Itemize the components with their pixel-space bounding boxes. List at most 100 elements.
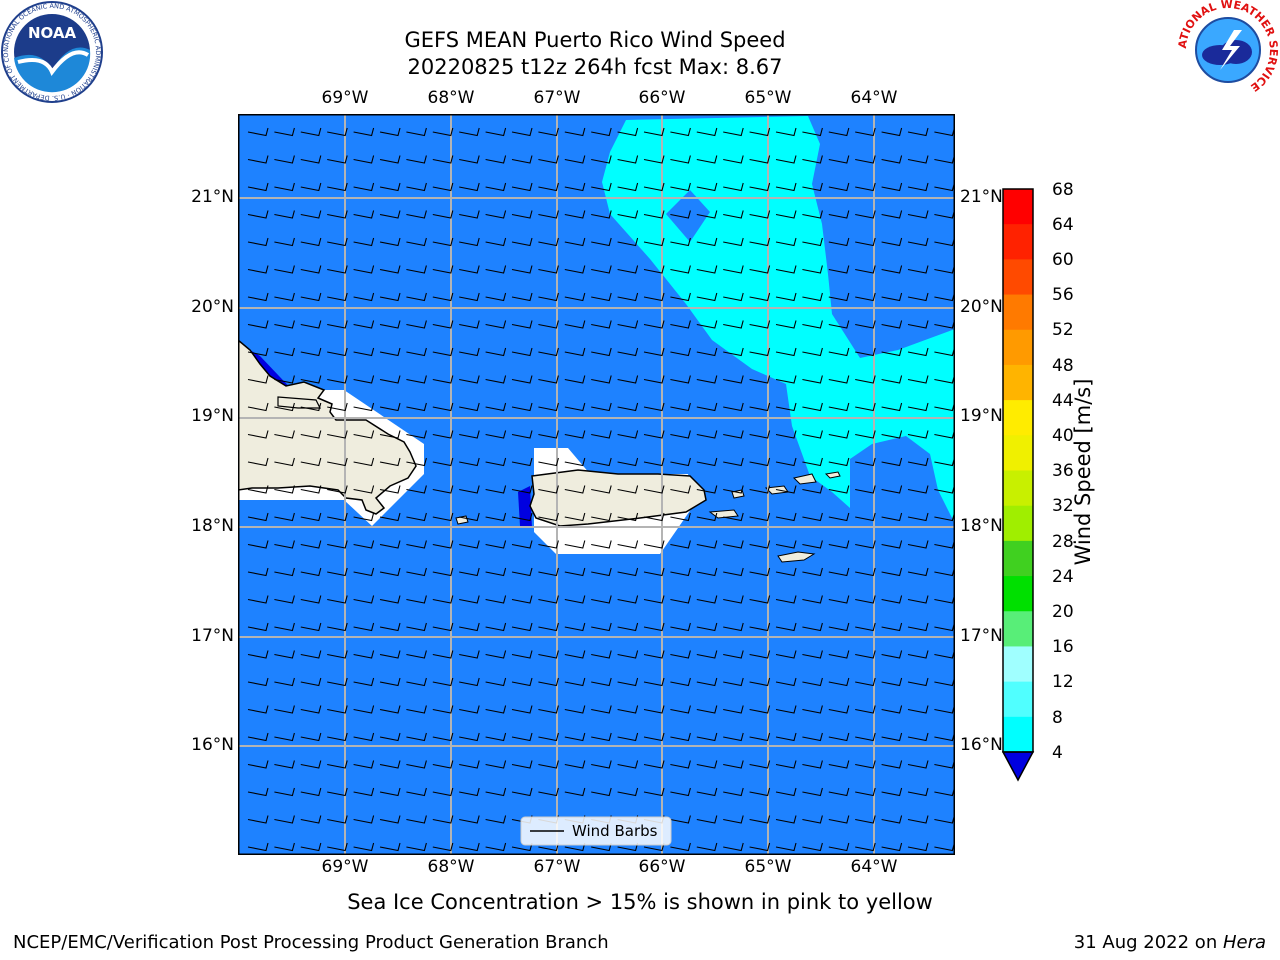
wind-barb <box>802 292 823 302</box>
wind-barb <box>855 485 876 494</box>
wind-barb <box>379 787 401 797</box>
map-frame <box>238 114 955 855</box>
wind-barb <box>564 787 586 797</box>
wind-barb <box>907 760 929 769</box>
wind-barb <box>274 292 295 302</box>
wind-barb <box>696 430 718 439</box>
wind-barb <box>274 815 295 824</box>
wind-barb <box>855 430 876 439</box>
wind-barb <box>670 237 691 247</box>
wind-barb <box>274 842 295 852</box>
wind-barb <box>432 292 454 302</box>
wind-barb <box>907 265 929 274</box>
wind-barb <box>696 485 718 494</box>
wind-barb <box>353 512 375 522</box>
wind-barb <box>379 210 401 219</box>
wind-barb <box>511 595 533 604</box>
wind-barb <box>459 402 480 412</box>
wind-barb <box>696 760 718 769</box>
colorbar-tick: 60 <box>1052 250 1074 270</box>
wind-barb <box>564 402 586 412</box>
wind-barb <box>353 457 375 467</box>
wind-barb <box>881 595 903 604</box>
wind-barb <box>353 127 375 137</box>
wind-barb <box>485 265 507 274</box>
wind-barb <box>696 787 718 797</box>
wind-barb <box>564 512 586 522</box>
lat-label: 21°N <box>191 187 234 207</box>
wind-barb <box>564 540 586 549</box>
wind-barb <box>379 677 401 687</box>
wind-barb <box>485 787 507 797</box>
wind-barb <box>855 237 876 247</box>
wind-barb <box>379 595 401 604</box>
wind-barb <box>881 292 903 302</box>
wind-barb <box>353 485 375 494</box>
wind-barb <box>379 320 401 329</box>
wind-barb <box>327 732 348 742</box>
wind-barb <box>327 182 348 192</box>
wind-barb <box>300 347 322 357</box>
wind-barb <box>670 595 691 604</box>
wind-barb <box>511 485 533 494</box>
wind-barb <box>855 815 876 824</box>
wind-barb <box>775 787 797 797</box>
wind-barb <box>881 127 903 137</box>
wind-barb <box>828 375 850 384</box>
wind-barb <box>406 622 427 632</box>
lat-label: 21°N <box>960 187 1003 207</box>
wind-barb <box>353 567 375 577</box>
wind-barb <box>538 540 559 549</box>
wind-barb <box>432 320 454 329</box>
wind-barb <box>353 155 375 164</box>
wind-barb <box>538 485 559 494</box>
wind-barb <box>353 210 375 219</box>
wind-barb <box>591 732 612 742</box>
wind-barb <box>485 237 507 247</box>
colorbar-segment <box>1003 435 1033 471</box>
wind-barb <box>247 650 269 659</box>
lat-label: 18°N <box>191 516 234 536</box>
wind-barb <box>406 512 427 522</box>
wind-barb <box>511 760 533 769</box>
wind-barb <box>749 402 771 412</box>
wind-barb <box>274 265 295 274</box>
wind-barb <box>247 595 269 604</box>
wind-barb <box>353 402 375 412</box>
wind-barb <box>670 155 691 164</box>
colorbar-tick: 12 <box>1052 672 1074 692</box>
wind-barb <box>643 732 665 742</box>
wind-barb <box>617 402 639 412</box>
wind-barb <box>406 127 427 137</box>
wind-barb <box>432 787 454 797</box>
wind-barb <box>907 732 929 742</box>
wind-barb <box>696 512 718 522</box>
land-hispaniola <box>238 339 417 515</box>
wind-barb <box>564 237 586 247</box>
wind-barb <box>247 760 269 769</box>
wind-barb <box>775 595 797 604</box>
wind-barb <box>274 787 295 797</box>
wind-barb <box>881 375 903 384</box>
wind-barb <box>617 595 639 604</box>
wind-barb <box>274 210 295 219</box>
wind-barb <box>855 265 876 274</box>
wind-barb <box>723 705 744 714</box>
wind-barb <box>855 787 876 797</box>
wind-barb <box>353 375 375 384</box>
wind-barb <box>564 182 586 192</box>
lat-label: 17°N <box>960 626 1003 646</box>
wind-barb <box>274 732 295 742</box>
wind-barb <box>300 595 322 604</box>
wind-barb <box>591 705 612 714</box>
wind-barb <box>617 155 639 164</box>
wind-barb <box>855 622 876 632</box>
colorbar-tick: 52 <box>1052 320 1074 340</box>
wind-barb <box>379 375 401 384</box>
wind-barb <box>459 595 480 604</box>
wind-barb <box>802 815 823 824</box>
lat-label: 16°N <box>960 735 1003 755</box>
wind-barb <box>432 760 454 769</box>
wind-barb <box>802 182 823 192</box>
map-title-line2: 20220825 t12z 264h fcst Max: 8.67 <box>407 55 783 79</box>
